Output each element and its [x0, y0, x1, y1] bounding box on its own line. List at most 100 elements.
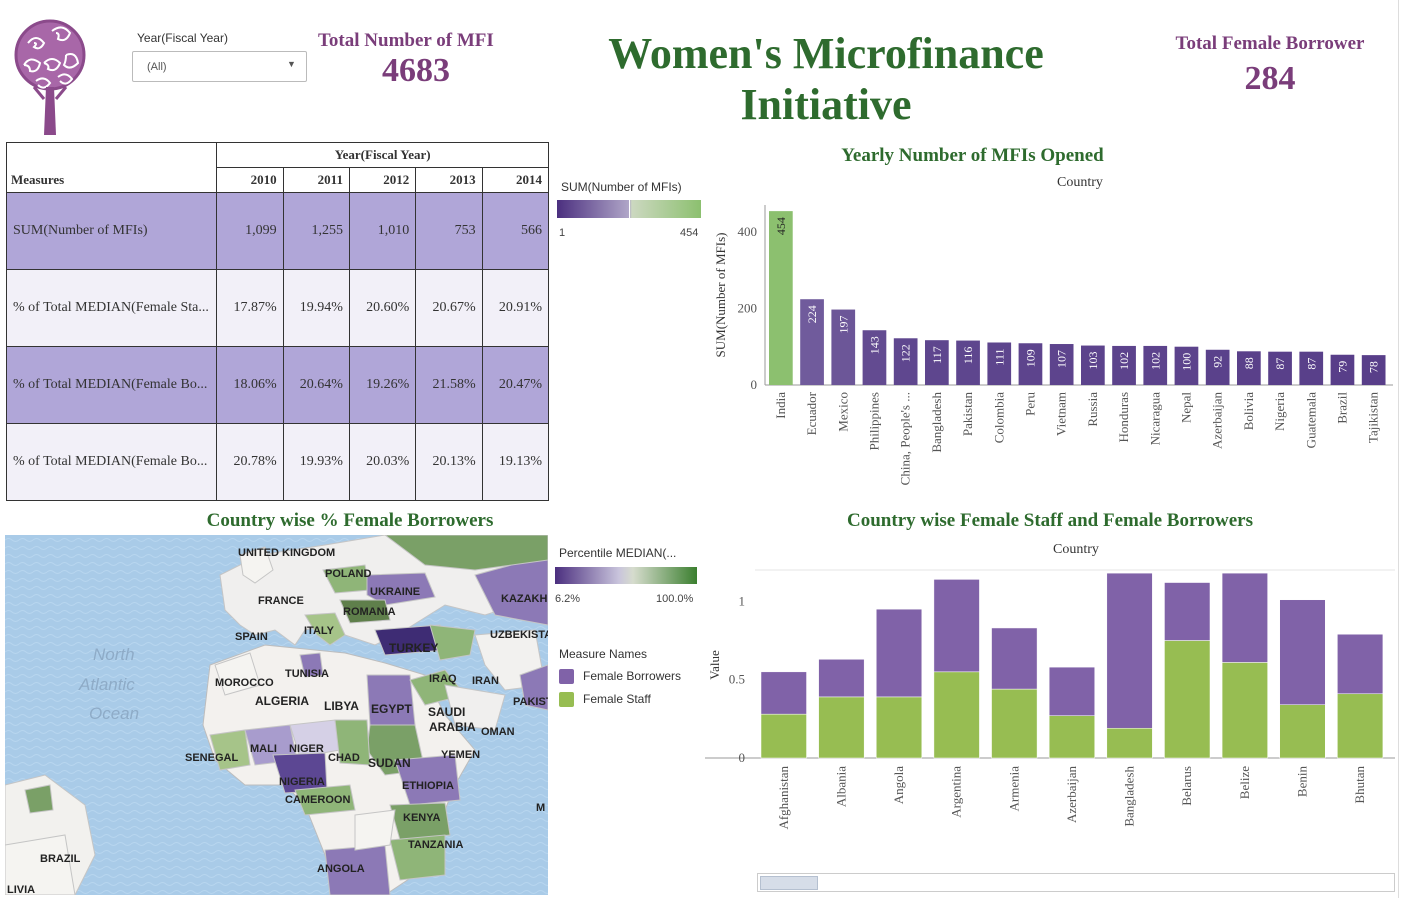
bar-segment-female-staff [818, 696, 865, 759]
x-category-label: Brazil [1334, 392, 1349, 424]
bar-value-label: 103 [1086, 352, 1100, 370]
legend-swatch-female-borrowers[interactable] [559, 669, 574, 684]
legend-midpoint-divider [629, 200, 630, 218]
bar-segment-female-borrowers [1279, 599, 1326, 705]
x-category-label: Honduras [1116, 392, 1131, 443]
bar-segment-female-staff [876, 696, 923, 759]
bar-value-label: 122 [899, 344, 913, 362]
map-label: IRAQ [429, 673, 457, 685]
bar-segment-female-borrowers [1164, 582, 1211, 641]
bar-segment-female-borrowers [1106, 572, 1153, 729]
bar-segment-female-staff [1337, 693, 1384, 759]
y-axis-title: SUM(Number of MFIs) [713, 233, 728, 358]
x-category-label: China, People's ... [898, 392, 913, 485]
bar-segment-female-staff [991, 688, 1038, 759]
bar-segment-female-borrowers [876, 608, 923, 698]
map-label: ITALY [304, 625, 335, 637]
map-label: TURKEY [389, 641, 438, 655]
bar [769, 211, 793, 385]
kpi-female-borrower-value: 284 [1244, 60, 1296, 97]
bar [1268, 351, 1292, 385]
x-category-label: Guatemala [1303, 392, 1318, 449]
mfi-legend-min: 1 [559, 227, 566, 239]
kpi-female-borrower-label: Total Female Borrower [1175, 33, 1365, 54]
table-cell: 20.78% [216, 423, 284, 501]
bar [1143, 345, 1168, 385]
x-category-label: Argentina [949, 766, 964, 818]
chart-mfi-title: Yearly Number of MFIs Opened [841, 145, 1104, 166]
x-category-label: Bangladesh [929, 392, 944, 453]
x-category-label: Angola [891, 766, 906, 805]
x-category-label: Armenia [1006, 766, 1021, 812]
map-label: MOROCCO [215, 677, 274, 689]
y-tick-label: 0.5 [729, 672, 745, 687]
bar-segment-female-borrowers [991, 627, 1038, 690]
bar-segment-female-borrowers [1048, 666, 1095, 716]
table-cell: 753 [415, 192, 483, 270]
kpi-mfi-value: 4683 [382, 52, 450, 89]
x-category-label: Bolivia [1241, 392, 1256, 431]
chart-horizontal-scrollbar[interactable] [757, 873, 1395, 892]
map-label: NIGERIA [279, 776, 325, 788]
panel-divider [1398, 0, 1399, 898]
year-header: 2014 [481, 167, 550, 193]
y-tick-label: 0 [739, 750, 746, 765]
year-filter-dropdown[interactable]: (All) ▼ [132, 51, 307, 82]
legend-item-female-borrowers[interactable]: Female Borrowers [583, 669, 682, 683]
map-legend-title: Percentile MEDIAN(... [559, 546, 677, 560]
map-label: SPAIN [235, 631, 268, 643]
chart-staff-bars[interactable]: 0 0.5 1 Value Afghanistan Albania Angola Argent… [705, 560, 1398, 875]
table-cell: 20.13% [415, 423, 483, 501]
bar-segment-female-borrowers [1221, 572, 1268, 663]
x-category-label: Colombia [991, 392, 1006, 444]
chart-mfi-x-title: Country [1057, 175, 1103, 190]
y-tick-label: 1 [739, 593, 746, 608]
x-category-label: Bangladesh [1122, 766, 1137, 827]
mfi-legend-title: SUM(Number of MFIs) [561, 180, 682, 194]
x-category-label: Nepal [1178, 392, 1193, 423]
table-row: SUM(Number of MFIs) 1,099 1,255 1,010 75… [6, 192, 550, 270]
bar-value-label: 78 [1367, 361, 1381, 373]
bar [1205, 349, 1230, 385]
table-cell: 20.64% [282, 346, 350, 424]
bar-value-label: 116 [961, 347, 975, 365]
x-category-label: Azerbaijan [1064, 766, 1079, 824]
legend-item-female-staff[interactable]: Female Staff [583, 692, 651, 706]
choropleth-map[interactable]: North Atlantic Ocean UNITED KINGDOM POLA… [5, 535, 548, 895]
scrollbar-thumb[interactable] [760, 876, 818, 890]
table-cell: 566 [481, 192, 550, 270]
bar [862, 330, 887, 385]
bar-value-label: 87 [1304, 358, 1318, 370]
ocean-label: North [93, 645, 135, 664]
x-category-label: Benin [1294, 766, 1309, 798]
bar [800, 299, 824, 385]
map-label: ROMANIA [343, 606, 396, 618]
year-header: 2013 [415, 167, 483, 193]
bar [1299, 351, 1324, 385]
legend-swatch-female-staff[interactable] [559, 692, 574, 707]
map-legend-gradient[interactable] [555, 567, 697, 584]
bar [893, 338, 918, 385]
bar-segment-female-staff [1048, 715, 1095, 759]
table-cell: 19.94% [282, 269, 350, 347]
bar-segment-female-staff [1106, 727, 1153, 759]
map-label: CAMEROON [285, 794, 350, 806]
map-label: UZBEKISTA [490, 629, 548, 641]
map-title: Country wise % Female Borrowers [206, 510, 494, 531]
bar [1112, 345, 1136, 385]
bar-value-label: 88 [1242, 357, 1256, 369]
kpi-mfi-label: Total Number of MFI [318, 30, 494, 51]
table-row: % of Total MEDIAN(Female Bo... 18.06% 20… [6, 346, 550, 424]
map-label: LIVIA [7, 884, 35, 895]
map-label: NIGER [289, 743, 324, 755]
chart-mfi-bars[interactable]: 0 200 400 SUM(Number of MFIs) 454 India 224 Ecu… [705, 195, 1398, 505]
table-cell: 19.93% [282, 423, 350, 501]
bar-value-label: 111 [992, 348, 1006, 365]
bar [1237, 351, 1261, 385]
crosstab-table: Measures Year(Fiscal Year) 2010 2011 201… [6, 142, 550, 501]
map-label: LIBYA [324, 699, 359, 713]
map-label: ANGOLA [317, 863, 365, 875]
bar [1018, 343, 1043, 385]
x-category-label: Nicaragua [1147, 392, 1162, 446]
map-label: EGYPT [371, 702, 412, 716]
